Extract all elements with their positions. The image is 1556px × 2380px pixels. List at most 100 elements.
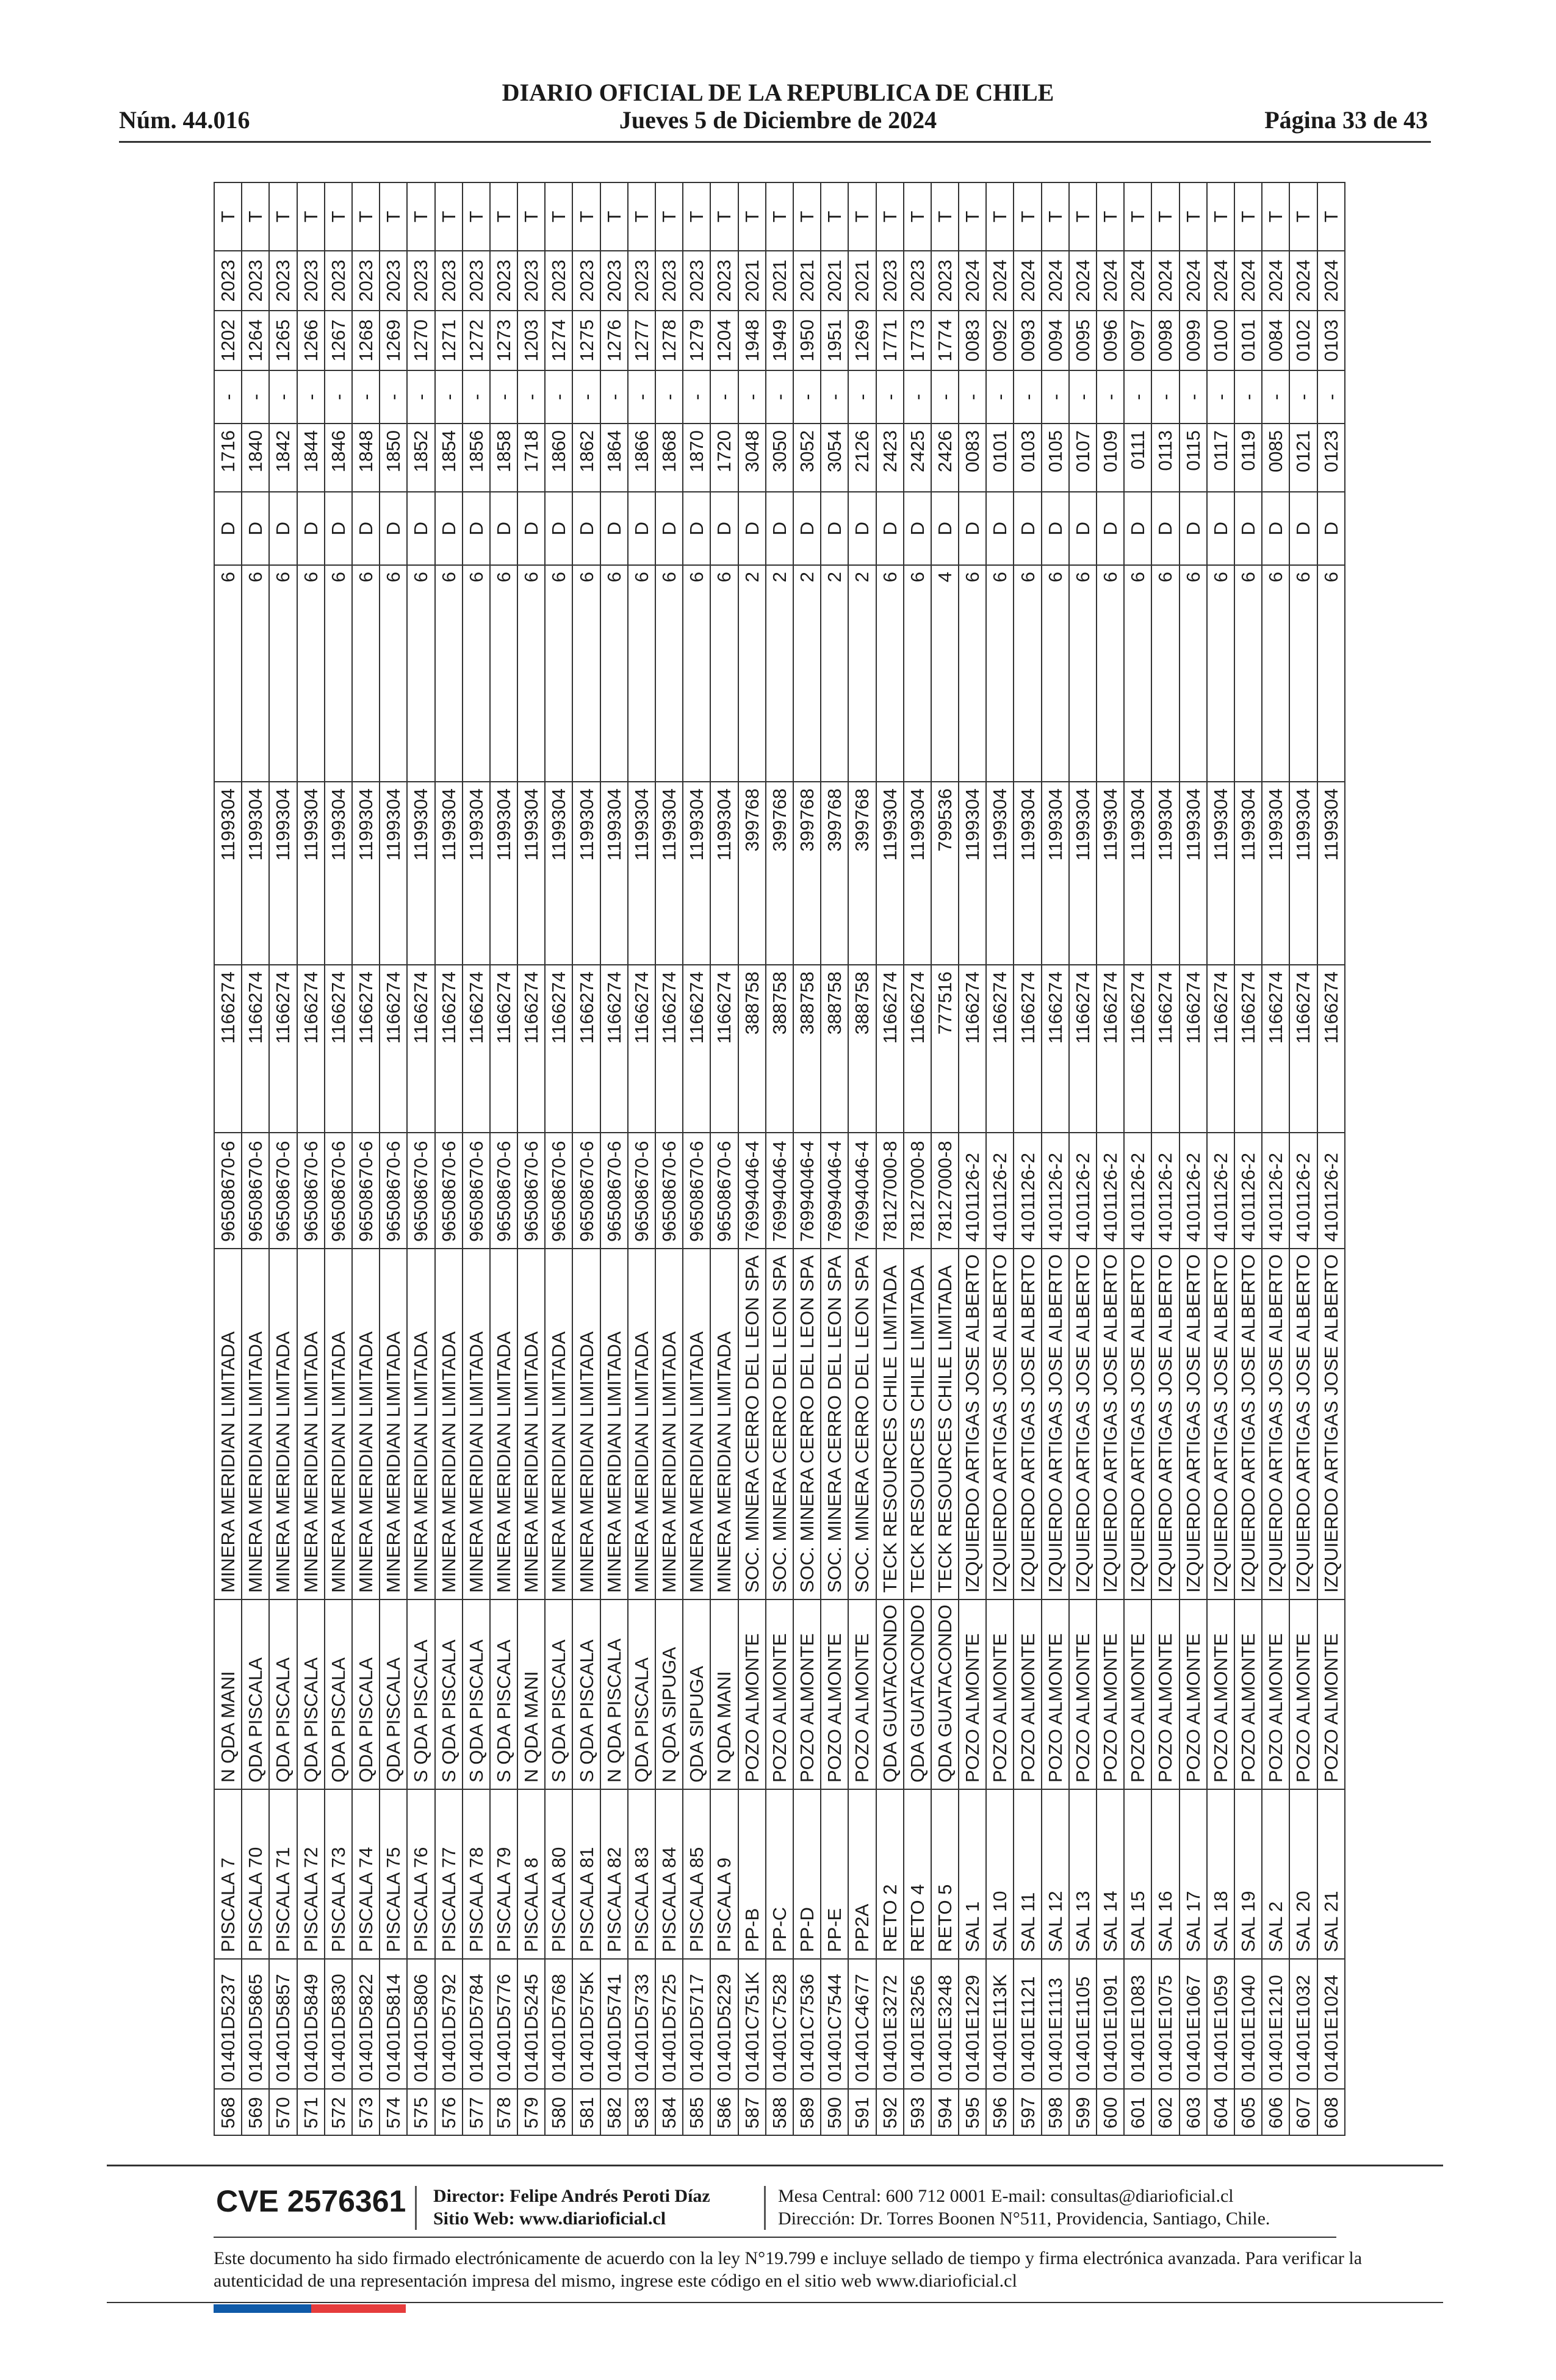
cell-number-b: 1265 <box>269 311 297 370</box>
footer-divider <box>214 2237 1336 2238</box>
cell-value-a: 1166274 <box>489 965 518 1133</box>
cell-location: POZO ALMONTE <box>1151 1599 1180 1789</box>
cell-row-number: 602 <box>1151 2089 1180 2135</box>
cell-owner: MINERA MERIDIAN LIMITADA <box>462 1249 490 1599</box>
cell-status: T <box>1068 182 1097 251</box>
cell-concession-name: PP-C <box>765 1789 793 1959</box>
cell-value-c: 6 <box>297 565 325 782</box>
cell-status: T <box>297 182 325 251</box>
cell-value-b: 1199304 <box>269 782 297 965</box>
cell-rut: 96508670-6 <box>545 1133 573 1249</box>
cell-rut: 4101126-2 <box>1068 1133 1097 1249</box>
cell-type: D <box>489 492 518 565</box>
cell-separator: - <box>821 370 849 424</box>
cell-number-a: 0119 <box>1234 424 1262 492</box>
cell-rut: 96508670-6 <box>407 1133 435 1249</box>
cell-owner: MINERA MERIDIAN LIMITADA <box>627 1249 655 1599</box>
cell-concession-name: PISCALA 78 <box>462 1789 490 1959</box>
cell-value-c: 2 <box>848 565 876 782</box>
cell-concession-name: SAL 1 <box>959 1789 987 1959</box>
issue-number: Núm. 44.016 <box>119 106 250 134</box>
cve-code: CVE 2576361 <box>216 2184 406 2218</box>
cell-code: 01401E1121 <box>1014 1959 1042 2089</box>
cell-value-c: 6 <box>1068 565 1097 782</box>
cell-value-b: 1199304 <box>297 782 325 965</box>
cell-location: POZO ALMONTE <box>1234 1599 1262 1789</box>
cell-code: 01401C751K <box>738 1959 766 2089</box>
cell-number-a: 0115 <box>1179 424 1207 492</box>
cell-year: 2023 <box>380 251 408 311</box>
cell-rut: 76994046-4 <box>765 1133 793 1249</box>
cell-number-a: 0123 <box>1317 424 1345 492</box>
cell-status: T <box>242 182 270 251</box>
cell-value-b: 1199304 <box>683 782 711 965</box>
cell-type: D <box>627 492 655 565</box>
cell-number-b: 0084 <box>1262 311 1290 370</box>
cell-row-number: 591 <box>848 2089 876 2135</box>
table-row: 573 01401D5822 PISCALA 74 QDA PISCALA MINERA… <box>351 182 380 2135</box>
cell-code: 01401E1229 <box>959 1959 987 2089</box>
cell-code: 01401D5857 <box>269 1959 297 2089</box>
cell-rut: 4101126-2 <box>1124 1133 1152 1249</box>
cell-value-a: 1166274 <box>986 965 1014 1133</box>
cell-status: T <box>572 182 600 251</box>
cell-separator: - <box>1206 370 1234 424</box>
cell-rut: 76994046-4 <box>738 1133 766 1249</box>
cell-owner: IZQUIERDO ARTIGAS JOSE ALBERTO <box>1262 1249 1290 1599</box>
cell-value-c: 6 <box>214 565 242 782</box>
cell-concession-name: PISCALA 77 <box>434 1789 463 1959</box>
table-row: 578 01401D5776 PISCALA 79 S QDA PISCALA MINE… <box>489 182 518 2135</box>
table-row: 583 01401D5733 PISCALA 83 QDA PISCALA MINERA… <box>627 182 655 2135</box>
cell-value-b: 1199304 <box>1289 782 1317 965</box>
cell-type: D <box>1068 492 1097 565</box>
cell-code: 01401E3256 <box>903 1959 931 2089</box>
cell-number-a: 0083 <box>959 424 987 492</box>
cell-type: D <box>683 492 711 565</box>
cell-status: T <box>1289 182 1317 251</box>
cell-code: 01401D5849 <box>297 1959 325 2089</box>
cell-location: S QDA PISCALA <box>407 1599 435 1789</box>
cell-rut: 96508670-6 <box>655 1133 683 1249</box>
cell-value-a: 388758 <box>793 965 821 1133</box>
cell-status: T <box>876 182 904 251</box>
cell-row-number: 596 <box>986 2089 1014 2135</box>
cell-separator: - <box>324 370 352 424</box>
cell-owner: MINERA MERIDIAN LIMITADA <box>517 1249 546 1599</box>
cell-number-a: 0101 <box>986 424 1014 492</box>
cell-value-b: 1199304 <box>572 782 600 965</box>
cell-owner: IZQUIERDO ARTIGAS JOSE ALBERTO <box>1317 1249 1345 1599</box>
cell-rut: 96508670-6 <box>683 1133 711 1249</box>
cell-owner: IZQUIERDO ARTIGAS JOSE ALBERTO <box>1234 1249 1262 1599</box>
cell-value-a: 1166274 <box>903 965 931 1133</box>
cell-code: 01401E1105 <box>1068 1959 1097 2089</box>
cell-year: 2023 <box>683 251 711 311</box>
cell-value-b: 1199304 <box>1317 782 1345 965</box>
cell-number-a: 0121 <box>1289 424 1317 492</box>
cell-number-b: 0097 <box>1124 311 1152 370</box>
cell-code: 01401E1083 <box>1124 1959 1152 2089</box>
cell-owner: MINERA MERIDIAN LIMITADA <box>242 1249 270 1599</box>
cell-value-b: 1199304 <box>407 782 435 965</box>
cell-value-a: 1166274 <box>545 965 573 1133</box>
table-row: 600 01401E1091 SAL 14 POZO ALMONTE IZQUIERDO… <box>1097 182 1125 2135</box>
cell-value-c: 6 <box>1151 565 1180 782</box>
cell-year: 2023 <box>710 251 738 311</box>
cell-type: D <box>214 492 242 565</box>
cell-concession-name: PISCALA 79 <box>489 1789 518 1959</box>
cell-separator: - <box>1097 370 1125 424</box>
cell-value-c: 6 <box>380 565 408 782</box>
cell-location: N QDA PISCALA <box>600 1599 628 1789</box>
cell-owner: SOC. MINERA CERRO DEL LEON SPA <box>821 1249 849 1599</box>
cell-year: 2024 <box>959 251 987 311</box>
footer-divider <box>107 2302 1443 2303</box>
cell-row-number: 575 <box>407 2089 435 2135</box>
cell-separator: - <box>572 370 600 424</box>
cell-rut: 96508670-6 <box>710 1133 738 1249</box>
cell-value-b: 1199304 <box>600 782 628 965</box>
table-row: 603 01401E1067 SAL 17 POZO ALMONTE IZQUIERDO… <box>1179 182 1207 2135</box>
cell-number-b: 1774 <box>931 311 959 370</box>
cell-concession-name: RETO 5 <box>931 1789 959 1959</box>
cell-location: QDA PISCALA <box>297 1599 325 1789</box>
